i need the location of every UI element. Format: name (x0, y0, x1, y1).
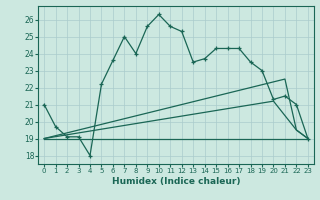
X-axis label: Humidex (Indice chaleur): Humidex (Indice chaleur) (112, 177, 240, 186)
